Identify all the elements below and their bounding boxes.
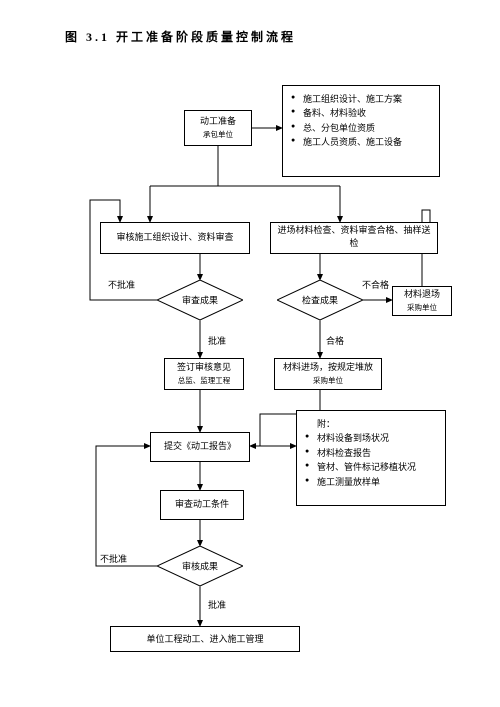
node-sign: 签订审核意见 总监、监理工程 [164, 358, 244, 390]
bullet-item: 施工测量放样单 [305, 475, 437, 489]
edge-label-audit-no: 不批准 [100, 552, 127, 565]
node-matreturn-main: 材料退场 [404, 288, 440, 301]
node-cond-main: 审查动工条件 [175, 498, 229, 511]
bullet-box-header: 附： [305, 417, 437, 431]
node-prep-sub: 承包单位 [203, 130, 233, 141]
bullet-item: 施工组织设计、施工方案 [291, 92, 431, 106]
edge-label-check-no: 不合格 [362, 278, 389, 291]
edge-label-review-no: 不批准 [108, 278, 135, 291]
decision-check: 检查成果 [277, 280, 363, 320]
edge-label-review-yes: 批准 [208, 334, 226, 347]
node-cond: 审查动工条件 [160, 490, 244, 520]
node-prep-main: 动工准备 [200, 115, 236, 128]
decision-review: 审查成果 [157, 280, 243, 320]
node-matreturn: 材料退场 采购单位 [392, 286, 452, 316]
decision-audit: 审核成果 [157, 546, 243, 586]
node-sign-sub: 总监、监理工程 [178, 376, 231, 387]
bullet-box-2: 附：材料设备到场状况材料检查报告管材、管件标记移植状况施工测量放样单 [296, 410, 446, 506]
diagram-title: 图 3.1 开工准备阶段质量控制流程 [65, 28, 296, 45]
bullet-item: 施工人员资质、施工设备 [291, 135, 431, 149]
node-start-main: 单位工程动工、进入施工管理 [146, 633, 263, 646]
bullet-item: 材料设备到场状况 [305, 431, 437, 445]
node-matin: 材料进场，按规定堆放 采购单位 [274, 358, 382, 390]
bullet-item: 管材、管件标记移植状况 [305, 460, 437, 474]
edge-label-check-yes: 合格 [326, 334, 344, 347]
node-sign-main: 签订审核意见 [177, 361, 231, 374]
node-submit-main: 提交《动工报告》 [164, 440, 236, 453]
node-matin-sub: 采购单位 [313, 376, 343, 387]
node-material: 进场材料检查、资料审查合格、抽样送检 [270, 222, 438, 254]
bullet-box-1: 施工组织设计、施工方案备料、材料验收总、分包单位资质施工人员资质、施工设备 [282, 85, 440, 177]
bullet-item: 材料检查报告 [305, 446, 437, 460]
decision-check-label: 检查成果 [277, 294, 363, 307]
node-material-main: 进场材料检查、资料审查合格、抽样送检 [275, 224, 433, 249]
decision-review-label: 审查成果 [157, 294, 243, 307]
bullet-item: 备料、材料验收 [291, 106, 431, 120]
node-submit: 提交《动工报告》 [150, 432, 250, 462]
node-review: 审核施工组织设计、资料审查 [100, 222, 250, 254]
decision-audit-label: 审核成果 [157, 560, 243, 573]
node-review-main: 审核施工组织设计、资料审查 [116, 231, 233, 244]
flowchart-stage: 图 3.1 开工准备阶段质量控制流程 [0, 0, 500, 707]
edge-label-audit-yes: 批准 [208, 598, 226, 611]
bullet-item: 总、分包单位资质 [291, 121, 431, 135]
node-matin-main: 材料进场，按规定堆放 [283, 361, 373, 374]
node-prep: 动工准备 承包单位 [184, 110, 252, 146]
node-start: 单位工程动工、进入施工管理 [110, 626, 300, 652]
node-matreturn-sub: 采购单位 [407, 303, 437, 314]
